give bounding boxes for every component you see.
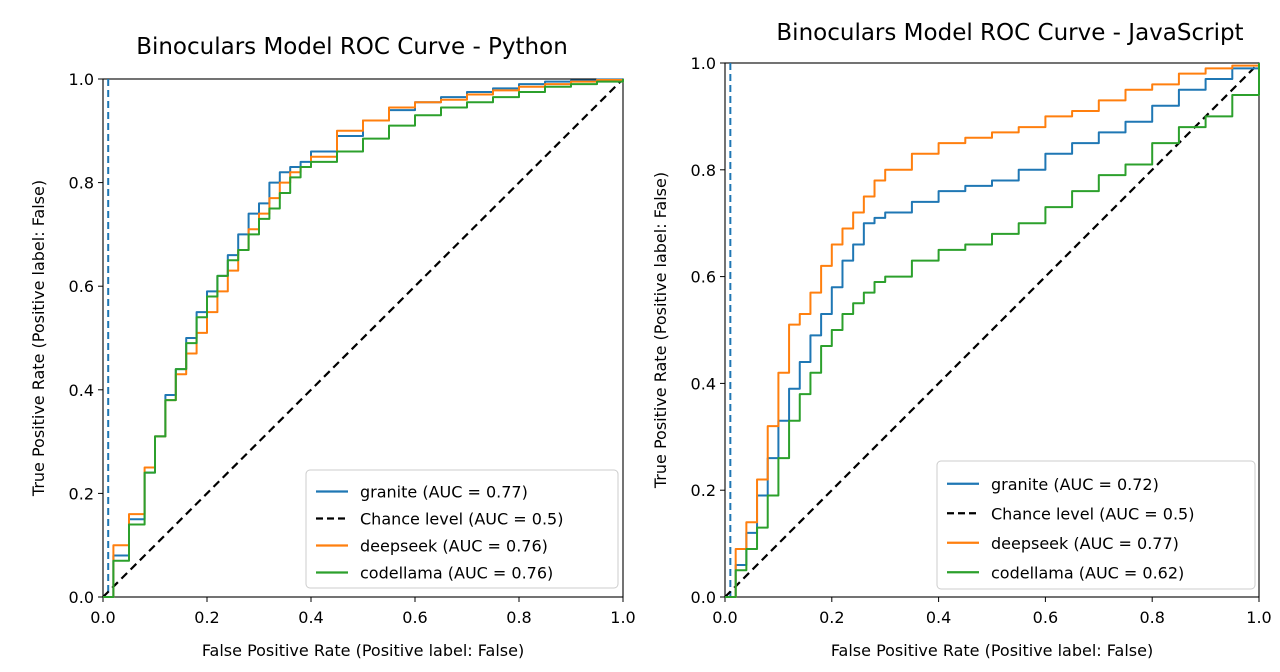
series-line-deepseek <box>725 63 1260 598</box>
x-tick-label: 0.6 <box>402 608 427 627</box>
x-axis-label: False Positive Rate (Positive label: Fal… <box>202 641 524 660</box>
legend-entry: codellama (AUC = 0.62) <box>991 563 1184 582</box>
legend-entry: codellama (AUC = 0.76) <box>360 564 553 583</box>
y-tick-label: 0.8 <box>691 161 716 180</box>
y-axis-label: True Positive Rate (Positive label: Fals… <box>29 180 48 497</box>
y-tick-label: 0.2 <box>691 481 716 500</box>
y-tick-label: 0.4 <box>691 374 716 393</box>
x-tick-label: 0.4 <box>926 608 951 627</box>
series-line-chance-level <box>724 62 1260 598</box>
chart-title: Binoculars Model ROC Curve - JavaScript <box>776 20 1243 46</box>
x-tick-label: 0.6 <box>1033 608 1058 627</box>
y-tick-label: 0.6 <box>69 277 94 296</box>
legend-box <box>936 460 1256 590</box>
series-line-codellama <box>725 63 1260 598</box>
y-tick-label: 0.0 <box>69 588 94 607</box>
x-tick-label: 1.0 <box>610 608 635 627</box>
x-tick-label: 0.8 <box>506 608 531 627</box>
x-tick-label: 0.0 <box>90 608 115 627</box>
axes-frame <box>102 78 624 598</box>
x-tick-label: 1.0 <box>1246 608 1271 627</box>
y-tick-label: 0.4 <box>69 381 94 400</box>
legend-entry: Chance level (AUC = 0.5) <box>360 510 563 529</box>
series-line-granite <box>725 63 1260 598</box>
y-tick-label: 1.0 <box>69 70 94 89</box>
x-tick-label: 0.0 <box>712 608 737 627</box>
legend-entry: granite (AUC = 0.72) <box>991 475 1159 494</box>
y-axis-label: True Positive Rate (Positive label: Fals… <box>651 172 670 489</box>
y-tick-label: 0.2 <box>69 484 94 503</box>
x-tick-label: 0.2 <box>194 608 219 627</box>
x-tick-label: 0.4 <box>298 608 323 627</box>
x-tick-label: 0.8 <box>1139 608 1164 627</box>
y-tick-label: 0.0 <box>691 588 716 607</box>
legend-entry: granite (AUC = 0.77) <box>360 483 528 502</box>
axes-frame <box>724 62 1260 598</box>
legend-box <box>305 469 619 589</box>
legend-entry: deepseek (AUC = 0.76) <box>360 537 548 556</box>
series-line-codellama <box>103 79 624 598</box>
legend-entry: deepseek (AUC = 0.77) <box>991 534 1179 553</box>
y-tick-label: 0.8 <box>69 174 94 193</box>
y-tick-label: 1.0 <box>691 54 716 73</box>
legend-entry: Chance level (AUC = 0.5) <box>991 504 1194 523</box>
y-tick-label: 0.6 <box>691 268 716 287</box>
x-axis-label: False Positive Rate (Positive label: Fal… <box>831 641 1153 660</box>
x-tick-label: 0.2 <box>819 608 844 627</box>
series-line-chance-level <box>102 78 624 598</box>
chart-title: Binoculars Model ROC Curve - Python <box>136 34 568 60</box>
